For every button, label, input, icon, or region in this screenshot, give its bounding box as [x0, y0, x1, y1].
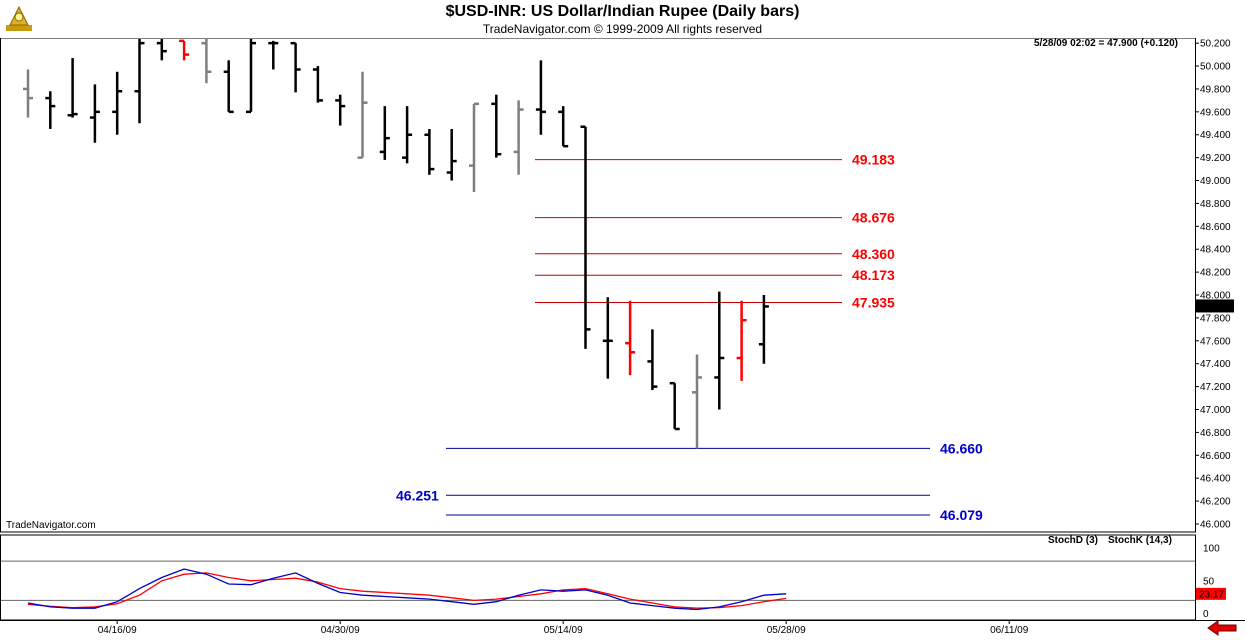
price-axis-label: 50.000: [1200, 62, 1231, 73]
ohlc-bar: [67, 58, 78, 118]
date-axis-label: 04/16/09: [98, 625, 137, 636]
ship-wheel-logo-icon: [6, 5, 32, 31]
ohlc-bar: [179, 39, 190, 61]
resistance-label: 48.360: [852, 246, 895, 262]
date-axis-label: 05/14/09: [544, 625, 583, 636]
stoch-k-line: [27, 568, 787, 611]
ohlc-bar: [112, 71, 123, 135]
price-axis-label: 48.000: [1200, 291, 1231, 302]
ohlc-bar: [736, 300, 747, 381]
resistance-label: 48.676: [852, 210, 895, 226]
ohlc-bar: [379, 106, 390, 160]
price-axis-label: 47.000: [1200, 405, 1231, 416]
ohlc-bar: [647, 329, 658, 391]
last-price-box: [1196, 299, 1234, 313]
price-axis-label: 48.200: [1200, 268, 1231, 279]
ohlc-bar: [446, 129, 457, 181]
ohlc-bar: [714, 291, 725, 410]
ohlc-bar: [469, 102, 479, 192]
price-axis-label: 47.600: [1200, 336, 1231, 347]
stoch-axis-label: 50: [1203, 576, 1215, 587]
ohlc-bars: [23, 39, 769, 449]
stoch-last-box: [1196, 587, 1226, 600]
resistance-label: 47.935: [852, 294, 895, 310]
price-axis: 50.200 50.000 49.800 49.600 49.400 49.200 49.0…: [1195, 39, 1231, 530]
support-label: 46.079: [940, 507, 983, 523]
price-panel-frame: [0, 37, 1196, 533]
ohlc-bar: [758, 295, 769, 364]
price-axis-label: 49.000: [1200, 176, 1231, 187]
legend-stoch-d: StochD (3): [1048, 535, 1098, 546]
ohlc-bar: [580, 125, 591, 349]
ohlc-bar: [45, 91, 56, 130]
ohlc-bar: [223, 60, 234, 114]
ohlc-bar: [156, 39, 167, 61]
ohlc-bar: [692, 354, 702, 449]
price-axis-label: 48.800: [1200, 199, 1231, 210]
support-label: 46.660: [940, 440, 983, 456]
ohlc-bar: [23, 69, 33, 118]
watermark-text: TradeNavigator.com: [6, 520, 96, 531]
price-axis-label: 47.200: [1200, 382, 1231, 393]
price-axis-label: 46.200: [1200, 497, 1231, 508]
stoch-last-label: 23.17: [1199, 589, 1224, 600]
last-price-label: 47.900: [1199, 302, 1230, 313]
price-axis-label: 49.800: [1200, 84, 1231, 95]
ohlc-bar: [134, 39, 145, 124]
ohlc-bar: [268, 40, 279, 70]
price-axis-label: 47.400: [1200, 359, 1231, 370]
stoch-axis-label: 100: [1203, 544, 1220, 555]
price-axis-label: 46.000: [1200, 519, 1231, 530]
ohlc-bar: [491, 94, 502, 158]
ohlc-bar: [290, 41, 301, 93]
price-axis-label: 48.400: [1200, 245, 1231, 256]
price-readout: 5/28/09 02:02 = 47.900 (+0.120): [1034, 38, 1178, 49]
ohlc-bar: [513, 100, 524, 175]
ohlc-bar: [89, 84, 100, 143]
date-axis-label: 05/28/09: [767, 625, 806, 636]
price-axis-label: 49.400: [1200, 130, 1231, 141]
ohlc-bar: [669, 381, 680, 431]
ohlc-bar: [625, 300, 636, 376]
support-levels: 46.660 46.251 46.079: [396, 440, 983, 523]
back-arrow-icon[interactable]: [1206, 620, 1238, 636]
resistance-label: 49.183: [852, 152, 895, 168]
price-axis-label: 47.800: [1200, 313, 1231, 324]
oscillator-panel-frame: [0, 534, 1196, 621]
stoch-axis-label: 0: [1203, 609, 1209, 620]
price-axis-label: 48.600: [1200, 222, 1231, 233]
chart-subtitle: TradeNavigator.com © 1999-2009 All right…: [482, 22, 763, 36]
price-axis-label: 46.800: [1200, 428, 1231, 439]
price-axis-label: 49.200: [1200, 153, 1231, 164]
support-label: 46.251: [396, 487, 439, 503]
ohlc-bar: [602, 297, 613, 379]
ohlc-bar: [201, 39, 212, 84]
ohlc-bar: [558, 106, 569, 148]
ohlc-bar: [246, 39, 256, 114]
resistance-label: 48.173: [852, 267, 895, 283]
chart-header: $USD-INR: US Dollar/Indian Rupee (Daily …: [0, 0, 1245, 38]
price-axis-label: 46.400: [1200, 474, 1231, 485]
ohlc-bar: [535, 60, 546, 135]
ohlc-bar: [335, 94, 346, 126]
stoch-d-line: [27, 572, 787, 609]
chart-title: $USD-INR: US Dollar/Indian Rupee (Daily …: [445, 3, 800, 20]
ohlc-bar: [312, 66, 323, 103]
date-axis-label: 06/11/09: [990, 625, 1029, 636]
price-axis-label: 50.200: [1200, 39, 1231, 50]
ohlc-bar: [357, 71, 368, 159]
price-axis-label: 46.600: [1200, 451, 1231, 462]
date-axis-label: 04/30/09: [321, 625, 360, 636]
ohlc-bar: [424, 129, 435, 175]
legend-stoch-k: StochK (14,3): [1108, 535, 1172, 546]
ohlc-bar: [402, 106, 413, 164]
price-axis-label: 49.600: [1200, 107, 1231, 118]
